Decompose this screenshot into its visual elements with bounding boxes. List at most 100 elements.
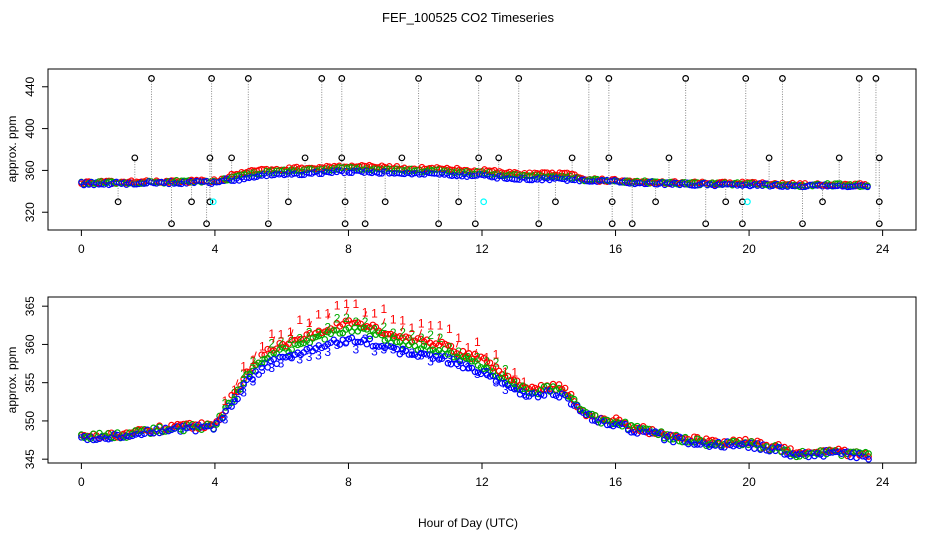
bottom-series3-label: 3 xyxy=(381,343,388,357)
bottom-series2-label: 2 xyxy=(399,326,406,340)
bottom-series3-label: 3 xyxy=(437,350,444,364)
bottom-y-tick-label: 360 xyxy=(23,334,37,354)
bottom-series2-label: 2 xyxy=(409,328,416,342)
bottom-series3-point xyxy=(465,364,473,372)
bottom-series3-label: 3 xyxy=(399,344,406,358)
top-band-point xyxy=(316,170,323,178)
bottom-series2-point xyxy=(525,389,533,397)
bottom-series2-point xyxy=(817,447,824,454)
bottom-series1-point xyxy=(414,335,422,342)
bottom-series1-dash xyxy=(419,329,423,336)
top-special-point xyxy=(744,198,751,206)
top-mid-outlier-point xyxy=(228,154,236,162)
bottom-x-tick-label: 24 xyxy=(876,475,890,489)
top-mid-outlier-point xyxy=(605,154,613,162)
bottom-series1-label: 1 xyxy=(409,321,416,335)
bottom-series2-label: 2 xyxy=(287,332,294,346)
top-x-tick-label: 4 xyxy=(212,242,219,256)
bottom-series2-label: 2 xyxy=(390,326,397,340)
bottom-series2-point xyxy=(399,342,407,349)
bottom-series1-label: 1 xyxy=(465,340,472,354)
bottom-series3-point xyxy=(540,392,548,399)
bottom-series1-dash xyxy=(345,308,349,315)
bottom-series2-label: 2 xyxy=(427,328,434,342)
bottom-series1-point xyxy=(483,358,491,365)
bottom-series3-point xyxy=(363,340,371,348)
bottom-series2-point xyxy=(288,346,296,353)
top-mid-outlier-point xyxy=(206,198,214,206)
bottom-series3-point xyxy=(405,351,413,358)
bottom-series3-point xyxy=(210,426,217,433)
bottom-series2-point xyxy=(237,385,244,393)
top-high-outlier-point xyxy=(415,75,422,82)
bottom-series2-point xyxy=(393,338,401,346)
bottom-series3-label: 3 xyxy=(278,356,285,370)
bottom-series2-point xyxy=(297,340,305,348)
bottom-series3-label: 3 xyxy=(268,361,275,375)
bottom-series2-label: 2 xyxy=(306,325,313,339)
bottom-series2-point xyxy=(261,355,268,363)
bottom-series2-point xyxy=(348,328,356,336)
bottom-series2-label: 2 xyxy=(296,331,303,345)
bottom-series1-point xyxy=(318,329,326,337)
top-low-outlier-point xyxy=(471,220,479,228)
x-axis-label: Hour of Day (UTC) xyxy=(418,516,518,530)
bottom-series3-label: 3 xyxy=(465,361,472,375)
top-high-outlier-point xyxy=(148,75,155,82)
bottom-series3-point xyxy=(270,355,277,363)
bottom-series1-point xyxy=(588,412,596,420)
bottom-series2-point xyxy=(258,360,265,367)
top-high-outlier-point xyxy=(742,75,750,82)
top-y-tick-label: 320 xyxy=(23,202,37,222)
bottom-series1-point xyxy=(555,381,563,388)
bottom-series2-point xyxy=(330,327,338,334)
bottom-series1-label: 1 xyxy=(418,316,425,330)
bottom-series3-point xyxy=(549,391,557,399)
bottom-series1-dash xyxy=(272,336,276,343)
bottom-series3-label: 3 xyxy=(315,348,322,362)
bottom-series3-point xyxy=(237,388,244,395)
bottom-series3-point xyxy=(261,359,268,367)
bottom-series1-label: 1 xyxy=(222,394,229,408)
bottom-series3-point xyxy=(138,431,145,439)
bottom-series1-label: 1 xyxy=(446,322,453,336)
bottom-series2-point xyxy=(588,410,596,418)
bottom-series2-point xyxy=(294,341,302,349)
bottom-series2-point xyxy=(87,435,94,443)
top-y-tick-label: 440 xyxy=(23,76,37,96)
bottom-series3-point xyxy=(630,428,638,436)
bottom-series1-point xyxy=(561,384,569,392)
bottom-series3-label: 3 xyxy=(231,391,238,405)
bottom-series3-point xyxy=(498,380,506,387)
bottom-series1-point xyxy=(528,383,536,391)
bottom-series3-point xyxy=(657,430,665,437)
bottom-series3-point xyxy=(387,343,395,350)
bottom-series2-point xyxy=(390,334,398,341)
bottom-series2-point xyxy=(387,339,395,347)
top-data-marks xyxy=(78,75,883,228)
bottom-series3-point xyxy=(489,372,497,380)
bottom-series3-label: 3 xyxy=(343,335,350,349)
bottom-series2-label: 2 xyxy=(334,312,341,326)
bottom-series3-point xyxy=(588,417,596,424)
bottom-series1-point xyxy=(510,376,518,384)
bottom-series3-label: 3 xyxy=(502,383,509,397)
top-y-axis-label: approx. ppm xyxy=(5,116,19,183)
top-high-outlier-point xyxy=(855,75,863,82)
bottom-series3-point xyxy=(606,421,614,429)
bottom-series2-label: 2 xyxy=(511,376,518,390)
bottom-series3-point xyxy=(393,345,401,353)
top-mid-outlier-point xyxy=(495,154,503,162)
bottom-series3-point xyxy=(264,364,271,371)
bottom-series1-dash xyxy=(308,320,312,328)
top-mid-outlier-point xyxy=(284,198,292,206)
bottom-series3-label: 3 xyxy=(446,352,453,366)
top-mid-outlier-point xyxy=(114,198,122,206)
bottom-series3-point xyxy=(375,343,383,350)
bottom-series2-point xyxy=(378,331,386,339)
bottom-series1-label: 1 xyxy=(390,312,397,326)
bottom-series2-label: 2 xyxy=(455,345,462,359)
bottom-series1-point xyxy=(384,330,392,338)
